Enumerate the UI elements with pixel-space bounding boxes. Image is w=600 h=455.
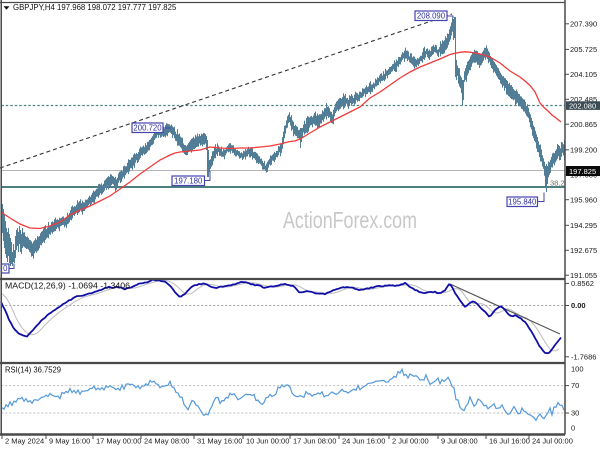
svg-text:31 May 16:00: 31 May 16:00 [197,437,242,446]
svg-text:9 May 16:00: 9 May 16:00 [49,437,90,446]
svg-text:16 Jul 16:00: 16 Jul 16:00 [489,437,530,446]
svg-text:204.105: 204.105 [570,70,597,79]
svg-text:200.865: 200.865 [570,120,597,129]
svg-text:192.675: 192.675 [570,246,597,255]
svg-text:MACD(12,26,9) -1.0694 -1.3406: MACD(12,26,9) -1.0694 -1.3406 [5,282,130,291]
svg-text:24 Jun 16:00: 24 Jun 16:00 [342,437,385,446]
svg-text:30: 30 [571,409,579,418]
svg-text:17 Jun 08:00: 17 Jun 08:00 [293,437,336,446]
svg-text:GBPJPY,H4 197.968 198.072 197: GBPJPY,H4 197.968 198.072 197.777 197.82… [13,3,177,12]
svg-text:0.00: 0.00 [571,301,586,310]
svg-text:10 Jun 00:00: 10 Jun 00:00 [246,437,289,446]
svg-text:205.725: 205.725 [570,45,597,54]
svg-text:0.8562: 0.8562 [571,279,594,288]
svg-text:197.180: 197.180 [174,176,203,185]
svg-text:RSI(14) 36.7529: RSI(14) 36.7529 [5,366,61,375]
svg-text:197.825: 197.825 [569,167,596,176]
svg-text:24 May 08:00: 24 May 08:00 [144,437,189,446]
svg-text:200.720: 200.720 [133,123,162,132]
svg-text:24 Jul 00:00: 24 Jul 00:00 [532,437,573,446]
svg-text:2 Jul 00:00: 2 Jul 00:00 [392,437,429,446]
svg-text:100: 100 [571,365,584,374]
svg-text:0: 0 [3,264,8,273]
svg-text:199.200: 199.200 [570,145,597,154]
svg-text:0: 0 [571,424,575,433]
svg-text:191.055: 191.055 [570,271,597,280]
svg-text:9 Jul 08:00: 9 Jul 08:00 [441,437,478,446]
svg-text:2 May 2024: 2 May 2024 [5,437,44,446]
svg-text:195.960: 195.960 [570,195,597,204]
svg-text:-1.7686: -1.7686 [571,352,596,361]
svg-text:70: 70 [571,381,579,390]
svg-text:38.2: 38.2 [550,179,565,188]
svg-text:17 May 00:00: 17 May 00:00 [96,437,141,446]
svg-text:ActionForex.com: ActionForex.com [283,207,417,233]
svg-text:208.090: 208.090 [417,11,446,20]
svg-text:194.295: 194.295 [570,221,597,230]
svg-text:207.390: 207.390 [570,19,597,28]
svg-text:195.840: 195.840 [508,197,537,206]
svg-text:202.080: 202.080 [569,101,596,110]
svg-text:202.485: 202.485 [570,95,597,104]
